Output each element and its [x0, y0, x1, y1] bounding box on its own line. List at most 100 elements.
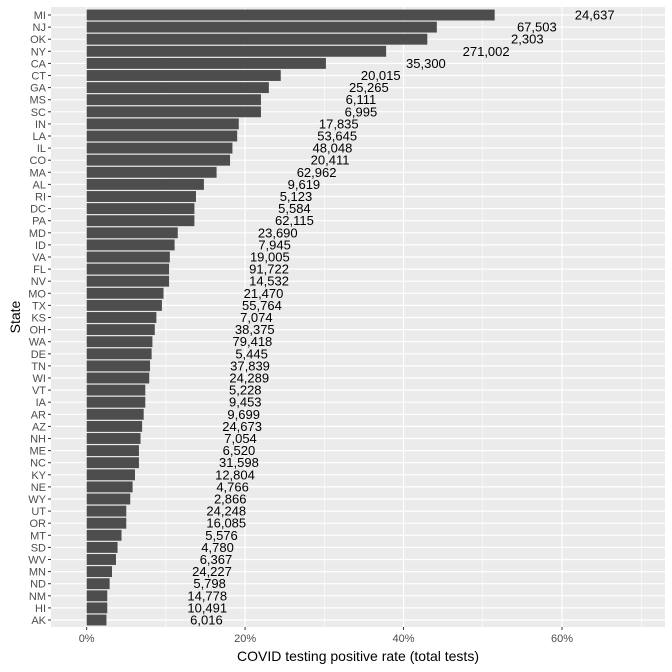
- data-label-wa: 79,418: [233, 334, 273, 349]
- y-tick-label-mo: MO: [28, 288, 46, 300]
- data-label-la: 53,645: [317, 129, 357, 144]
- bar-ut: [86, 505, 127, 517]
- data-label-nm: 14,778: [187, 588, 227, 603]
- data-label-ia: 9,453: [229, 395, 262, 410]
- bar-nj: [86, 21, 437, 33]
- y-tick-label-vt: VT: [32, 385, 46, 397]
- bar-ga: [86, 82, 269, 94]
- y-tick-label-ct: CT: [31, 71, 46, 83]
- y-tick-label-mt: MT: [30, 530, 46, 542]
- y-tick-label-ma: MA: [30, 167, 47, 179]
- y-tick-label-va: VA: [32, 252, 47, 264]
- y-tick-label-co: CO: [30, 155, 47, 167]
- data-label-wy: 2,866: [214, 492, 247, 507]
- y-tick-label-tn: TN: [31, 361, 46, 373]
- bar-nv: [86, 275, 170, 287]
- data-label-ks: 7,074: [240, 310, 273, 325]
- bar-ky: [86, 469, 135, 481]
- y-tick-label-az: AZ: [32, 421, 46, 433]
- bar-md: [86, 227, 178, 239]
- data-label-ak: 6,016: [190, 613, 223, 628]
- y-tick-label-wa: WA: [29, 337, 47, 349]
- y-tick-label-or: OR: [30, 518, 47, 530]
- x-tick-label: 40%: [393, 633, 415, 645]
- y-tick-label-wv: WV: [28, 555, 46, 567]
- data-label-fl: 91,722: [249, 262, 289, 277]
- x-tick-label: 0%: [79, 633, 95, 645]
- data-label-ne: 4,766: [216, 479, 249, 494]
- data-label-ri: 5,123: [280, 189, 313, 204]
- bar-ca: [86, 57, 326, 69]
- data-label-sc: 6,995: [345, 104, 378, 119]
- bar-al: [86, 178, 204, 190]
- data-label-ca: 35,300: [406, 56, 446, 71]
- data-label-vt: 5,228: [229, 383, 262, 398]
- bar-wv: [86, 554, 116, 565]
- bar-wa: [86, 336, 153, 348]
- data-label-nd: 5,798: [193, 576, 226, 591]
- x-tick-label: 60%: [551, 633, 573, 645]
- bars-group: [86, 9, 495, 626]
- data-label-md: 23,690: [258, 225, 298, 240]
- y-tick-label-wi: WI: [33, 373, 46, 385]
- data-label-wi: 24,289: [229, 371, 269, 386]
- data-label-oh: 38,375: [235, 322, 275, 337]
- bar-wy: [86, 493, 131, 505]
- bar-nm: [86, 590, 108, 602]
- bar-or: [86, 517, 127, 529]
- y-tick-label-ri: RI: [35, 192, 46, 204]
- y-tick-label-tx: TX: [32, 300, 47, 312]
- data-label-ut: 24,248: [206, 504, 246, 519]
- y-tick-label-ms: MS: [30, 95, 47, 107]
- bar-ar: [86, 408, 144, 420]
- bar-in: [86, 118, 239, 130]
- y-tick-label-il: IL: [37, 143, 46, 155]
- y-axis: MINJOKNYCACTGAMSSCINLAILCOMAALRIDCPAMDID…: [28, 10, 51, 627]
- data-label-or: 16,085: [206, 516, 246, 531]
- y-tick-label-sc: SC: [31, 107, 46, 119]
- y-tick-label-ia: IA: [36, 397, 47, 409]
- data-label-nh: 7,054: [224, 431, 257, 446]
- data-label-me: 6,520: [223, 443, 256, 458]
- y-tick-label-nv: NV: [31, 276, 47, 288]
- data-label-ky: 12,804: [215, 467, 255, 482]
- bar-me: [86, 445, 139, 457]
- bar-de: [86, 348, 152, 360]
- data-label-nc: 31,598: [219, 455, 259, 470]
- y-tick-label-ga: GA: [30, 83, 47, 95]
- y-tick-label-oh: OH: [30, 325, 47, 337]
- y-tick-label-ks: KS: [31, 313, 46, 325]
- y-tick-label-ar: AR: [31, 409, 46, 421]
- bar-co: [86, 154, 231, 166]
- y-tick-label-hi: HI: [35, 603, 46, 615]
- y-tick-label-nh: NH: [30, 434, 46, 446]
- data-label-mn: 24,227: [192, 564, 232, 579]
- y-tick-label-ok: OK: [30, 34, 47, 46]
- y-tick-label-nm: NM: [29, 591, 46, 603]
- bar-mn: [86, 566, 113, 578]
- bar-oh: [86, 324, 155, 336]
- data-label-tn: 37,839: [230, 358, 270, 373]
- data-label-az: 24,673: [222, 419, 262, 434]
- bar-wi: [86, 372, 150, 384]
- y-tick-label-ny: NY: [31, 46, 47, 58]
- y-axis-title: State: [7, 300, 23, 333]
- x-axis-title: COVID testing positive rate (total tests…: [237, 648, 479, 664]
- bar-az: [86, 420, 143, 432]
- bar-sc: [86, 106, 261, 118]
- bar-ct: [86, 70, 281, 81]
- y-tick-label-in: IN: [35, 119, 46, 131]
- bar-ms: [86, 94, 261, 106]
- data-label-de: 5,445: [235, 346, 268, 361]
- bar-mt: [86, 529, 122, 541]
- bar-vt: [86, 384, 146, 396]
- bar-mi: [86, 9, 495, 21]
- data-label-ok: 2,303: [511, 32, 544, 47]
- data-label-dc: 5,584: [278, 201, 311, 216]
- bar-sd: [86, 541, 118, 553]
- data-label-in: 17,835: [319, 116, 359, 131]
- bar-tn: [86, 360, 151, 372]
- y-tick-label-ky: KY: [31, 470, 46, 482]
- bar-id: [86, 239, 175, 251]
- data-label-va: 19,005: [250, 250, 290, 265]
